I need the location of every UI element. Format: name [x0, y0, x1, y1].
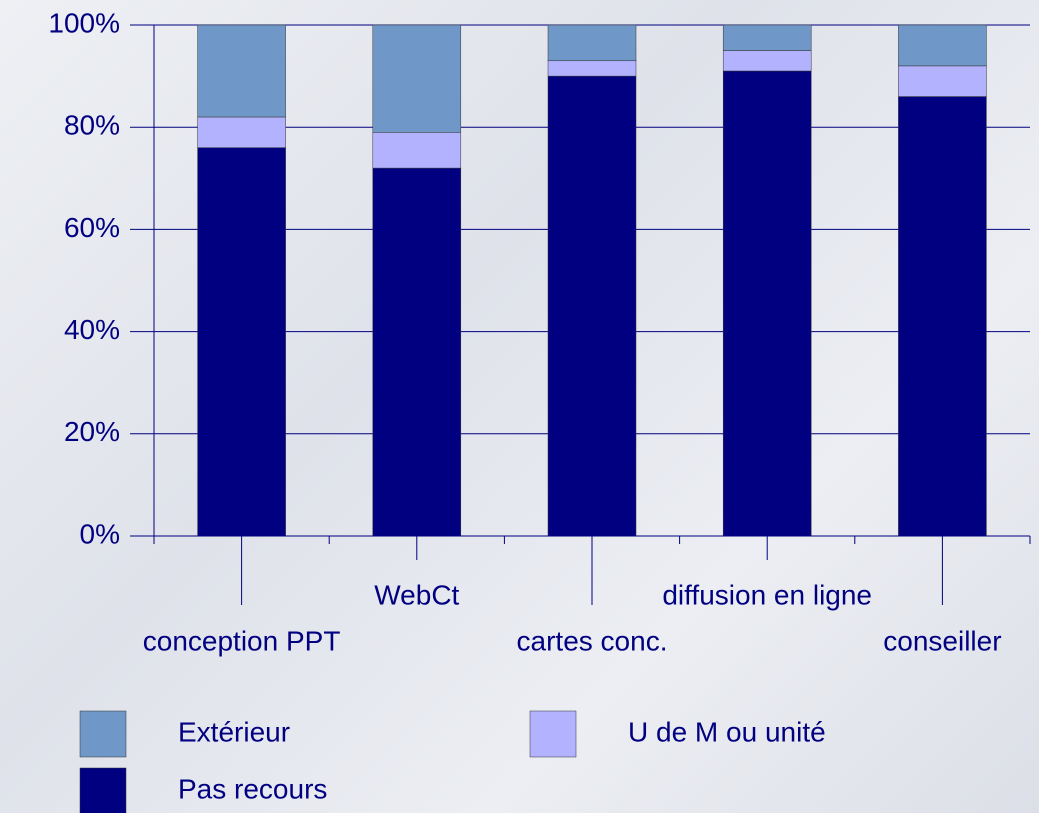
bar-segment	[898, 24, 987, 67]
y-tick-label: 0%	[80, 518, 120, 549]
legend-swatch	[79, 710, 127, 758]
legend-swatch	[529, 710, 577, 758]
bar-segment	[197, 116, 286, 148]
bar-segment	[547, 75, 637, 537]
x-tick-label: conseiller	[883, 625, 1001, 656]
x-tick-label: cartes conc.	[517, 625, 668, 656]
bar-segment	[722, 24, 812, 51]
bar-segment	[722, 70, 812, 537]
bar-segment	[197, 147, 286, 537]
bar-segment	[898, 65, 987, 97]
bar-segment	[898, 96, 987, 537]
legend-label: Extérieur	[178, 716, 290, 747]
y-tick-label: 60%	[64, 212, 120, 243]
legend-label: Pas recours	[178, 773, 327, 804]
y-tick-label: 100%	[48, 7, 120, 38]
bar-segment	[722, 50, 812, 72]
bar-segment	[547, 24, 637, 62]
bar-segment	[372, 132, 462, 169]
x-tick-label: conception PPT	[143, 625, 341, 656]
bar-segment	[372, 24, 462, 133]
bar-segment	[372, 167, 462, 537]
y-tick-label: 80%	[64, 110, 120, 141]
legend-swatch	[79, 767, 127, 813]
bar-segment	[197, 24, 286, 118]
x-tick-label: WebCt	[374, 579, 459, 610]
x-tick-label: diffusion en ligne	[662, 579, 872, 610]
legend-label: U de M ou unité	[628, 716, 826, 747]
y-tick-label: 40%	[64, 314, 120, 345]
y-tick-label: 20%	[64, 416, 120, 447]
bar-segment	[547, 60, 637, 77]
